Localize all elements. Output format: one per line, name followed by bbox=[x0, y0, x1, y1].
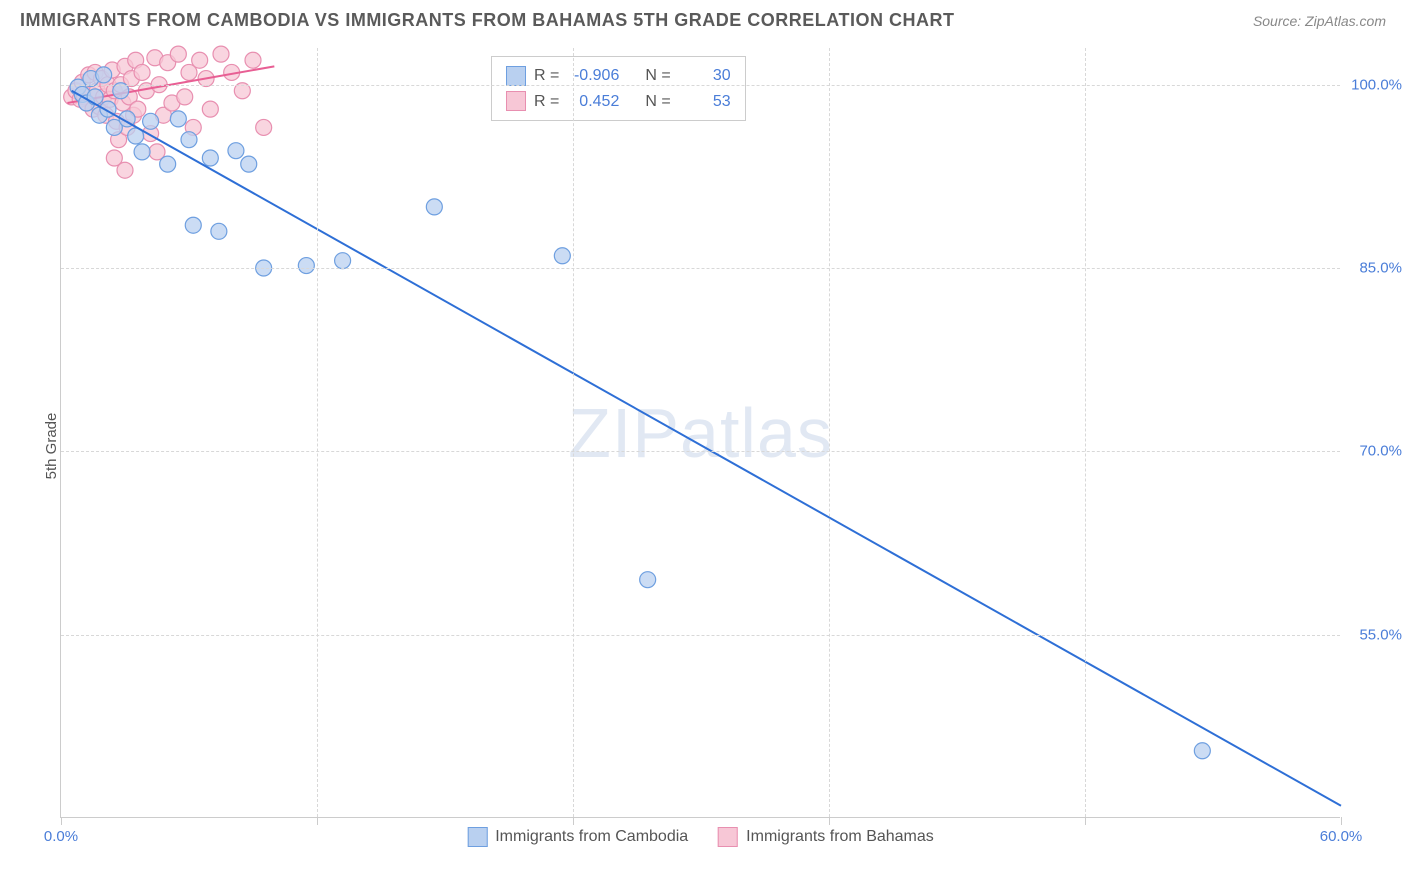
swatch-cambodia bbox=[506, 66, 526, 86]
stats-row-bahamas: R = 0.452 N = 53 bbox=[506, 89, 731, 115]
series-legend: Immigrants from Cambodia Immigrants from… bbox=[467, 827, 934, 847]
header: IMMIGRANTS FROM CAMBODIA VS IMMIGRANTS F… bbox=[0, 0, 1406, 36]
legend-label-bahamas: Immigrants from Bahamas bbox=[746, 828, 934, 846]
legend-item-bahamas: Immigrants from Bahamas bbox=[718, 827, 934, 847]
r-value-bahamas: 0.452 bbox=[567, 89, 619, 115]
y-tick-label: 100.0% bbox=[1351, 76, 1402, 93]
r-label-2: R = bbox=[534, 89, 559, 115]
stats-legend: R = -0.906 N = 30 R = 0.452 N = 53 bbox=[491, 56, 746, 121]
swatch-bahamas bbox=[506, 91, 526, 111]
x-tick-label: 0.0% bbox=[44, 828, 78, 845]
legend-item-cambodia: Immigrants from Cambodia bbox=[467, 827, 688, 847]
n-value-bahamas: 53 bbox=[679, 89, 731, 115]
n-label-2: N = bbox=[645, 89, 670, 115]
scatter-svg bbox=[61, 48, 1340, 817]
chart-plot-area: ZIPatlas R = -0.906 N = 30 R = 0.452 N =… bbox=[60, 48, 1340, 818]
legend-label-cambodia: Immigrants from Cambodia bbox=[495, 828, 688, 846]
swatch-cambodia-2 bbox=[467, 827, 487, 847]
y-tick-label: 70.0% bbox=[1359, 443, 1402, 460]
y-axis-label: 5th Grade bbox=[43, 413, 60, 480]
swatch-bahamas-2 bbox=[718, 827, 738, 847]
y-tick-label: 85.0% bbox=[1359, 260, 1402, 277]
y-tick-label: 55.0% bbox=[1359, 626, 1402, 643]
source-label: Source: ZipAtlas.com bbox=[1253, 13, 1386, 29]
x-tick-label: 60.0% bbox=[1320, 828, 1363, 845]
chart-title: IMMIGRANTS FROM CAMBODIA VS IMMIGRANTS F… bbox=[20, 10, 954, 31]
